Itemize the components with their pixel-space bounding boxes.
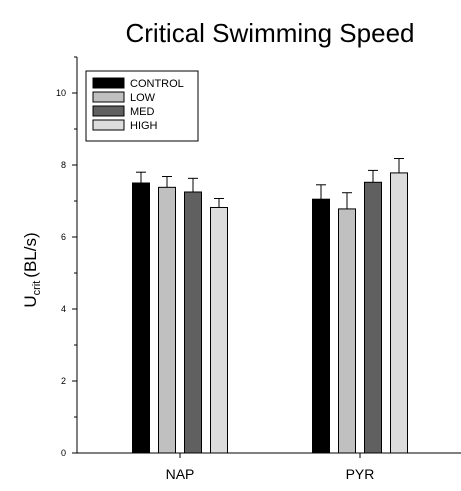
bar-med-pyr — [364, 181, 382, 454]
legend-label-low: LOW — [130, 92, 156, 104]
legend-swatch-low — [92, 91, 125, 103]
bar-control-nap — [132, 182, 150, 454]
ticks-layer: 0 2 4 6 8 10 NAP PYR — [56, 56, 375, 482]
bar-low-pyr — [338, 208, 356, 454]
bar-low-nap — [158, 186, 176, 454]
x-tick-label-pyr: PYR — [346, 466, 375, 482]
y-tick-label: 4 — [61, 304, 66, 314]
y-axis-label-unit: (BL/s) — [21, 232, 40, 277]
bars-layer — [132, 158, 408, 454]
bar-med-nap — [184, 191, 202, 454]
y-tick-label: 2 — [61, 376, 66, 386]
legend-label-control: CONTROL — [130, 78, 184, 90]
chart-title: Critical Swimming Speed — [126, 18, 415, 48]
legend-swatch-control — [92, 77, 125, 89]
y-tick-label: 10 — [56, 88, 66, 98]
y-axis-label-subscript: crit — [31, 281, 43, 296]
bar-control-pyr — [312, 198, 330, 454]
y-tick-label: 0 — [61, 448, 66, 458]
legend-label-high: HIGH — [130, 120, 158, 132]
y-tick-label: 6 — [61, 232, 66, 242]
x-tick-label-nap: NAP — [166, 466, 195, 482]
bar-high-nap — [210, 206, 228, 454]
legend-swatch-high — [92, 119, 125, 131]
y-tick-label: 8 — [61, 160, 66, 170]
y-axis-label: Ucrit (BL/s) — [21, 232, 43, 307]
legend-swatch-med — [92, 105, 125, 117]
y-axis-label-main: U — [21, 295, 40, 307]
legend: CONTROL LOW MED HIGH — [85, 70, 199, 142]
legend-label-med: MED — [130, 106, 155, 118]
bar-high-pyr — [390, 172, 408, 454]
